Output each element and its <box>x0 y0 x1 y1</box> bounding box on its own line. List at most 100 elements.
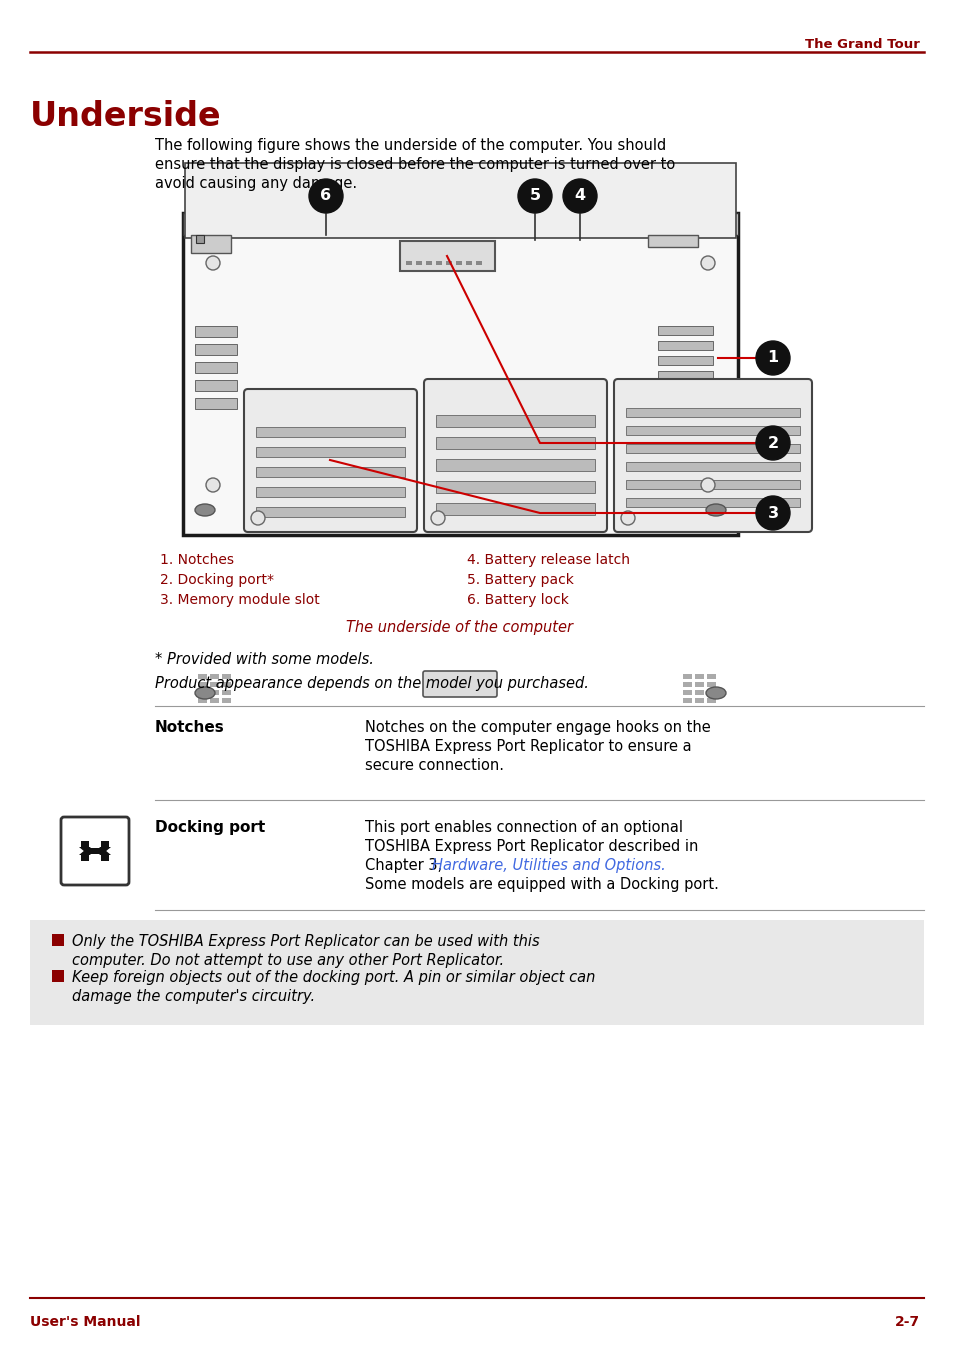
Bar <box>210 698 219 703</box>
Bar <box>255 487 405 498</box>
Bar <box>695 690 703 695</box>
FancyArrow shape <box>99 850 111 861</box>
Bar <box>456 261 461 265</box>
Bar <box>52 969 64 982</box>
Bar <box>210 690 219 695</box>
Bar <box>222 698 231 703</box>
Bar <box>695 698 703 703</box>
Text: Chapter 3,: Chapter 3, <box>365 859 446 873</box>
Bar <box>695 681 703 687</box>
Text: 1: 1 <box>766 350 778 365</box>
Bar <box>682 690 691 695</box>
Text: secure connection.: secure connection. <box>365 758 503 773</box>
Circle shape <box>755 341 789 375</box>
Bar <box>194 326 236 337</box>
Bar <box>222 681 231 687</box>
Circle shape <box>206 256 220 270</box>
Text: TOSHIBA Express Port Replicator described in: TOSHIBA Express Port Replicator describe… <box>365 840 698 854</box>
Text: ensure that the display is closed before the computer is turned over to: ensure that the display is closed before… <box>154 157 675 172</box>
Bar <box>255 507 405 516</box>
Bar <box>625 462 800 470</box>
Text: Notches: Notches <box>154 721 225 735</box>
FancyBboxPatch shape <box>244 389 416 531</box>
Bar <box>706 681 716 687</box>
Text: The Grand Tour: The Grand Tour <box>804 38 919 51</box>
Text: 6. Battery lock: 6. Battery lock <box>467 594 568 607</box>
Bar <box>191 235 231 253</box>
Bar <box>406 261 412 265</box>
Circle shape <box>700 479 714 492</box>
Ellipse shape <box>194 687 214 699</box>
Text: Underside: Underside <box>30 100 221 132</box>
Bar <box>682 675 691 679</box>
Bar <box>436 415 595 427</box>
Bar <box>198 681 207 687</box>
Bar <box>426 261 432 265</box>
Bar <box>194 397 236 410</box>
Text: 1. Notches: 1. Notches <box>160 553 233 566</box>
Bar <box>625 480 800 489</box>
Circle shape <box>206 479 220 492</box>
Circle shape <box>755 426 789 460</box>
Bar <box>647 235 698 247</box>
Bar <box>194 362 236 373</box>
Bar <box>436 261 441 265</box>
Bar <box>255 466 405 477</box>
Ellipse shape <box>194 504 214 516</box>
FancyArrow shape <box>79 841 91 852</box>
Circle shape <box>431 511 444 525</box>
Bar <box>706 690 716 695</box>
Bar <box>658 387 712 395</box>
Text: TOSHIBA Express Port Replicator to ensure a: TOSHIBA Express Port Replicator to ensur… <box>365 740 691 754</box>
Text: 5. Battery pack: 5. Battery pack <box>467 573 574 587</box>
Circle shape <box>517 178 552 214</box>
Bar <box>399 241 495 270</box>
Bar <box>625 443 800 453</box>
Text: 6: 6 <box>320 188 332 204</box>
Circle shape <box>251 511 265 525</box>
Bar <box>183 214 738 235</box>
Bar <box>194 343 236 356</box>
FancyBboxPatch shape <box>614 379 811 531</box>
Text: 4: 4 <box>574 188 585 204</box>
Circle shape <box>620 511 635 525</box>
Ellipse shape <box>705 687 725 699</box>
Text: avoid causing any damage.: avoid causing any damage. <box>154 176 356 191</box>
Circle shape <box>700 256 714 270</box>
Bar <box>658 402 712 410</box>
Text: Docking port: Docking port <box>154 821 265 836</box>
Text: 4. Battery release latch: 4. Battery release latch <box>467 553 629 566</box>
Text: Only the TOSHIBA Express Port Replicator can be used with this: Only the TOSHIBA Express Port Replicator… <box>71 934 539 949</box>
Text: 3. Memory module slot: 3. Memory module slot <box>160 594 319 607</box>
Bar <box>52 934 64 946</box>
Bar <box>476 261 481 265</box>
Text: Hardware, Utilities and Options.: Hardware, Utilities and Options. <box>432 859 665 873</box>
Bar <box>194 380 236 391</box>
Bar <box>658 416 712 425</box>
Bar <box>222 690 231 695</box>
Bar <box>30 919 923 1025</box>
Bar <box>198 675 207 679</box>
Text: Some models are equipped with a Docking port.: Some models are equipped with a Docking … <box>365 877 719 892</box>
Bar <box>625 498 800 507</box>
Text: 2. Docking port*: 2. Docking port* <box>160 573 274 587</box>
Bar <box>210 681 219 687</box>
Bar <box>625 426 800 435</box>
Bar <box>706 698 716 703</box>
Bar <box>255 448 405 457</box>
Bar <box>436 503 595 515</box>
Bar <box>658 356 712 365</box>
Text: Product appearance depends on the model you purchased.: Product appearance depends on the model … <box>154 676 588 691</box>
Bar <box>658 431 712 439</box>
Bar <box>85 848 105 854</box>
Bar <box>416 261 421 265</box>
Bar <box>436 458 595 470</box>
Text: * Provided with some models.: * Provided with some models. <box>154 652 374 667</box>
Text: 5: 5 <box>529 188 540 204</box>
Bar <box>695 675 703 679</box>
Bar <box>658 370 712 380</box>
Bar <box>465 261 472 265</box>
Text: Keep foreign objects out of the docking port. A pin or similar object can: Keep foreign objects out of the docking … <box>71 969 595 986</box>
Text: damage the computer's circuitry.: damage the computer's circuitry. <box>71 990 314 1005</box>
Polygon shape <box>183 214 738 535</box>
